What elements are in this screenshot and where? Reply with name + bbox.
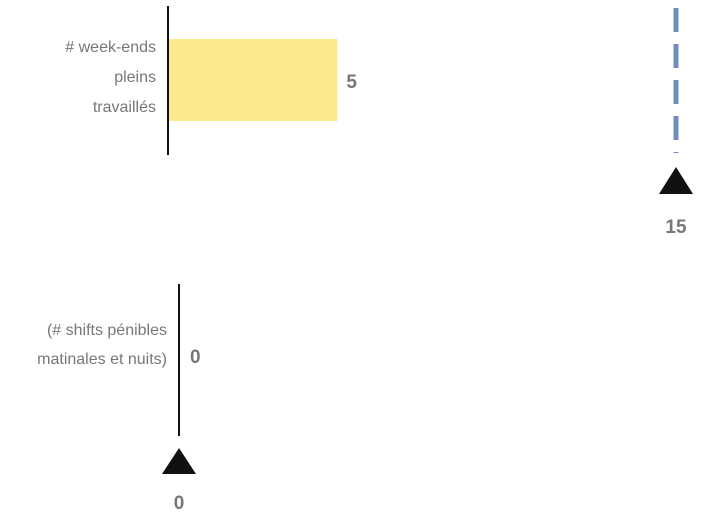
reference-marker [162,448,196,474]
reference-label: 15 [665,217,687,238]
value-label-shifts: 0 [190,347,201,368]
reference-marker [659,167,693,194]
category-label-weekends: # week-ends pleins travaillés [65,39,156,116]
category-label-shifts: (# shifts pénibles matinales et nuits) [37,322,167,368]
value-label-weekends: 5 [346,72,357,93]
chart-shifts: (# shifts pénibles matinales et nuits) 0… [37,284,201,514]
category-label-line: # week-ends [65,39,156,56]
reference-label: 0 [174,493,185,514]
category-label-line: pleins [114,69,156,86]
category-label-line: travaillés [93,99,156,116]
category-label-line: (# shifts pénibles [47,322,167,339]
chart-weekends: # week-ends pleins travaillés 5 15 [65,6,693,238]
category-label-line: matinales et nuits) [37,351,167,368]
bar-weekends [168,39,338,121]
